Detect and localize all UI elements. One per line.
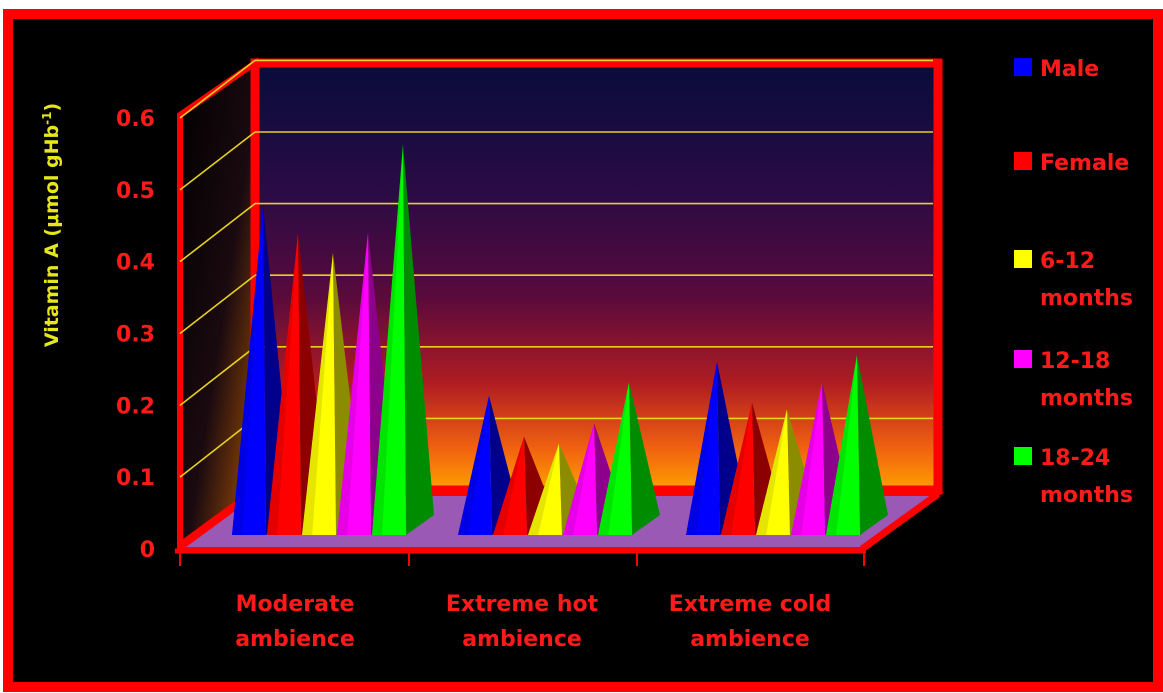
x-tick-label: Extreme hot — [446, 592, 599, 617]
gridline-side — [179, 202, 256, 263]
y-tick-label: 0.4 — [116, 251, 155, 276]
y-axis-label-main: Vitamin A (μmol gHb — [41, 125, 63, 347]
legend-label: Male — [1040, 57, 1099, 82]
pyramid-shade — [232, 205, 263, 535]
y-tick-labels: 0 0.1 0.2 0.3 0.4 0.5 0.6 — [116, 107, 155, 563]
legend-label: 6-12 — [1040, 249, 1095, 274]
pyramid-bar — [372, 144, 434, 535]
gridline-side — [179, 346, 256, 406]
x-tick-label: Moderate — [236, 592, 355, 617]
legend-label: months — [1040, 286, 1133, 311]
gridline-side — [179, 59, 256, 119]
pyramid-shade — [598, 382, 629, 535]
y-tick-label: 0 — [140, 538, 155, 563]
legend: Male Female 6-12 months 12-18 months 18-24 mont… — [1014, 57, 1133, 508]
legend-label: months — [1040, 483, 1133, 508]
x-tick-labels: Moderate ambience Extreme hot ambience Extre… — [235, 592, 831, 652]
pyramid-bar — [826, 354, 888, 535]
y-axis-label: Vitamin A (μmol gHb-1) — [40, 103, 63, 347]
legend-label: months — [1040, 386, 1133, 411]
legend-swatch — [1014, 447, 1032, 465]
x-tick-label: ambience — [462, 627, 582, 652]
y-tick-label: 0.2 — [116, 394, 155, 419]
y-tick-label: 0.6 — [116, 107, 155, 132]
pyramid-side — [403, 144, 434, 535]
pyramid-shade — [458, 395, 489, 535]
y-axis-label-tail: ) — [41, 103, 63, 112]
pyramid-shade — [721, 402, 752, 535]
y-axis-label-sup: -1 — [40, 112, 54, 125]
pyramid-shade — [563, 422, 594, 535]
legend-swatch — [1014, 350, 1032, 368]
pyramid-shade — [493, 436, 524, 535]
pyramid-shade — [267, 232, 298, 535]
gridline-side — [179, 131, 256, 191]
x-axis — [175, 548, 866, 566]
pyramid-shade — [826, 354, 857, 535]
legend-swatch — [1014, 58, 1032, 76]
pyramids — [232, 144, 888, 536]
pyramid-shade — [337, 232, 368, 535]
legend-swatch — [1014, 250, 1032, 268]
pyramid-side — [629, 382, 660, 535]
legend-label: Female — [1040, 151, 1129, 176]
y-tick-label: 0.1 — [116, 466, 155, 491]
x-tick-label: Extreme cold — [669, 592, 831, 617]
pyramid-shade — [528, 443, 559, 535]
legend-label: 18-24 — [1040, 446, 1110, 471]
y-tick-label: 0.5 — [116, 179, 155, 204]
y-tick-label: 0.3 — [116, 323, 155, 348]
x-tick-label: ambience — [690, 627, 810, 652]
pyramid-shade — [791, 382, 822, 535]
pyramid-bar — [598, 382, 660, 535]
floor-front-edge — [859, 491, 941, 552]
legend-swatch — [1014, 152, 1032, 170]
pyramid-shade — [372, 144, 403, 535]
pyramid-shade — [756, 409, 787, 535]
gridline-side — [179, 274, 256, 335]
pyramid-side — [857, 354, 888, 535]
pyramid-shade — [302, 252, 333, 536]
legend-label: 12-18 — [1040, 349, 1110, 374]
x-tick-label: ambience — [235, 627, 355, 652]
pyramid-shade — [686, 361, 717, 535]
